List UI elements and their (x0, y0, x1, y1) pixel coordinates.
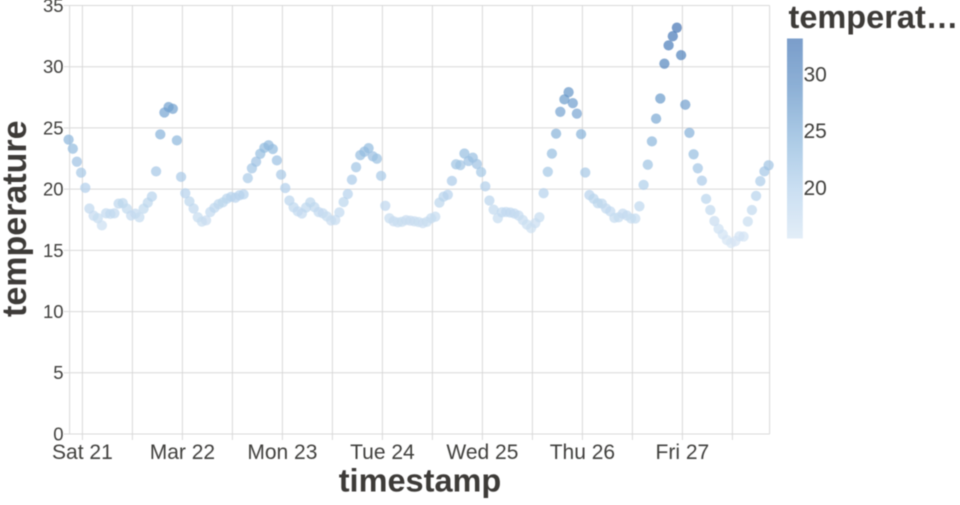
svg-text:25: 25 (804, 120, 827, 143)
svg-text:Tue 24: Tue 24 (350, 441, 415, 464)
svg-text:5: 5 (53, 362, 63, 383)
svg-text:Thu 26: Thu 26 (550, 441, 615, 464)
svg-text:Sat 21: Sat 21 (52, 441, 113, 464)
svg-text:35: 35 (43, 0, 64, 16)
svg-text:0: 0 (53, 423, 63, 444)
svg-text:Mar 22: Mar 22 (150, 441, 215, 464)
svg-text:10: 10 (43, 301, 64, 322)
svg-text:Fri 27: Fri 27 (656, 441, 710, 464)
svg-text:30: 30 (43, 56, 64, 77)
svg-text:Mon 23: Mon 23 (247, 441, 317, 464)
svg-text:20: 20 (43, 179, 64, 200)
svg-text:30: 30 (804, 63, 827, 86)
svg-text:timestamp: timestamp (339, 463, 502, 499)
svg-text:temperat…: temperat… (789, 0, 959, 35)
svg-text:temperature: temperature (0, 120, 34, 317)
svg-text:Wed 25: Wed 25 (446, 441, 518, 464)
svg-text:20: 20 (804, 177, 827, 200)
svg-text:15: 15 (43, 240, 64, 261)
svg-text:25: 25 (43, 117, 64, 138)
